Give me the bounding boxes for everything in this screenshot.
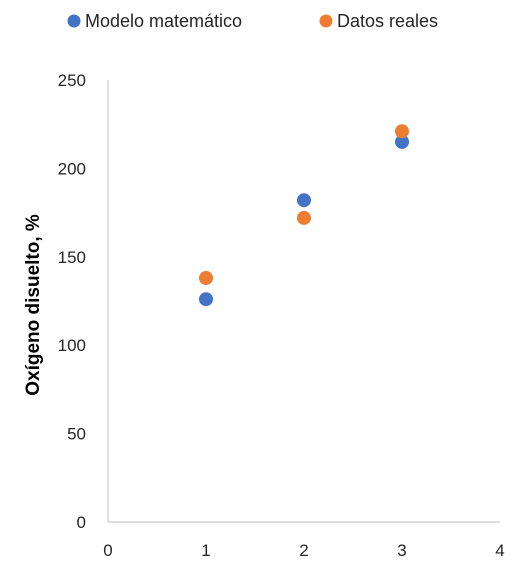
data-point-datos [297, 210, 311, 225]
legend-marker-modelo [67, 14, 81, 28]
legend: Modelo matemático Datos reales [67, 11, 438, 31]
data-point-datos [199, 271, 213, 286]
x-tick-label: 1 [201, 541, 210, 560]
data-point-datos [395, 124, 409, 139]
y-tick-label: 150 [58, 248, 86, 267]
x-tick-label: 4 [495, 541, 504, 560]
x-tick-label: 2 [299, 541, 308, 560]
y-tick-label: 200 [58, 159, 86, 178]
data-point-modelo [199, 292, 213, 307]
data-point-modelo [395, 134, 409, 149]
y-tick-label: 250 [58, 71, 86, 90]
x-tick-label: 0 [103, 541, 112, 560]
legend-label-datos: Datos reales [337, 11, 438, 31]
legend-label-modelo: Modelo matemático [85, 11, 242, 31]
legend-marker-datos [319, 14, 333, 28]
y-axis-label: Oxígeno disuelto, % [23, 214, 44, 396]
y-tick-label: 50 [67, 425, 86, 444]
y-tick-label: 0 [77, 513, 86, 532]
y-tick-label: 100 [58, 336, 86, 355]
x-tick-label: 3 [397, 541, 406, 560]
data-point-modelo [297, 193, 311, 208]
